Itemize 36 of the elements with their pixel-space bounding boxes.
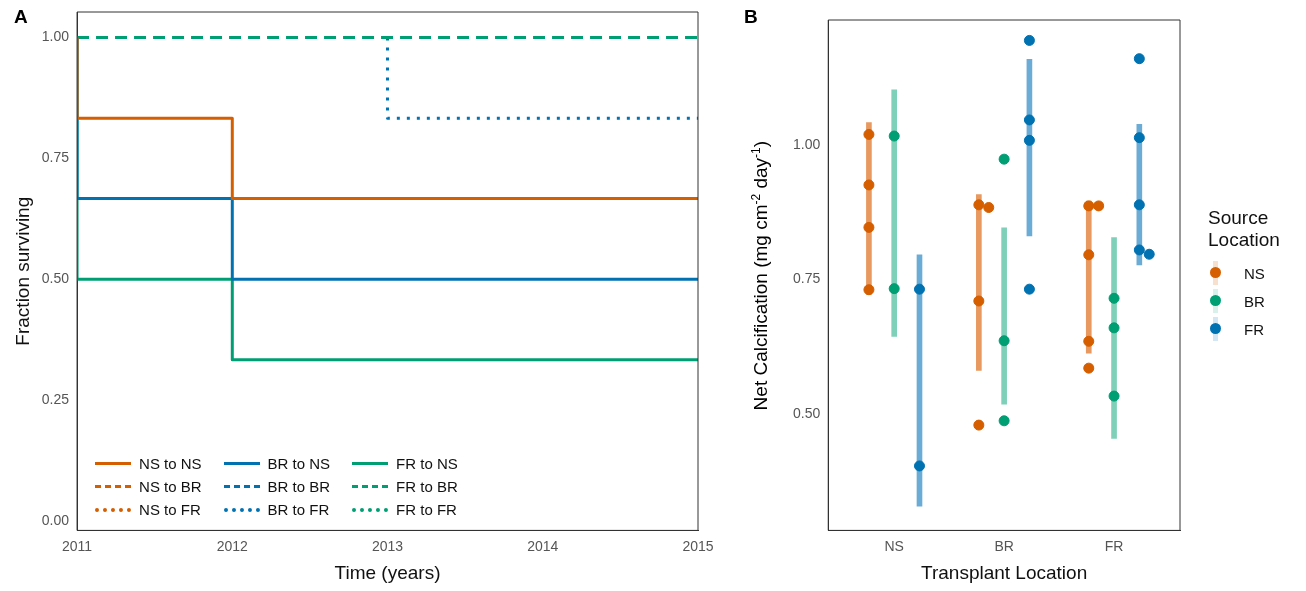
legend-label: BR to NS [267,455,331,473]
y-tick-label: 0.00 [41,511,70,528]
legend-label: FR to FR [396,501,457,519]
y-tick-label: 0.50 [793,404,821,421]
x-tick-label: NS [884,537,904,554]
x-tick-label: FR [1104,537,1124,554]
legend-label: NS to NS [139,455,202,473]
x-tick-label: 2014 [527,537,559,554]
chart-title: A [14,5,28,27]
y-axis-title: Fraction surviving [11,196,33,346]
y-tick-label: 0.75 [793,270,821,287]
chart-title: B [744,5,758,27]
bar [1001,227,1007,405]
legend-label: FR [1244,320,1264,338]
legend-label: FR to BR [396,478,458,496]
y-tick-label: 0.25 [41,390,70,407]
x-axis-title: Time (years) [334,561,441,583]
y-tick-label: 0.75 [41,149,70,166]
x-tick-label: 2013 [371,537,404,554]
y-tick-label: 0.50 [41,270,70,287]
legend-label: BR to BR [267,478,331,496]
legend-label: NS to BR [139,478,202,496]
legend-label: NS to FR [139,501,201,519]
x-tick-label: 2015 [682,537,714,554]
legend-label: NS [1244,264,1265,282]
legend-label: BR to FR [267,501,330,519]
legend-label: FR to NS [396,455,458,473]
x-axis-title: Transplant Location [921,561,1088,583]
bar [891,89,898,337]
x-tick-label: BR [994,537,1014,554]
x-tick-label: 2011 [61,537,93,554]
y-tick-label: 1.00 [793,136,821,153]
legend-title: Source Location [1208,207,1281,252]
legend-label: BR [1244,292,1265,310]
y-tick-label: 1.00 [41,28,70,45]
x-tick-label: 2012 [216,537,249,554]
